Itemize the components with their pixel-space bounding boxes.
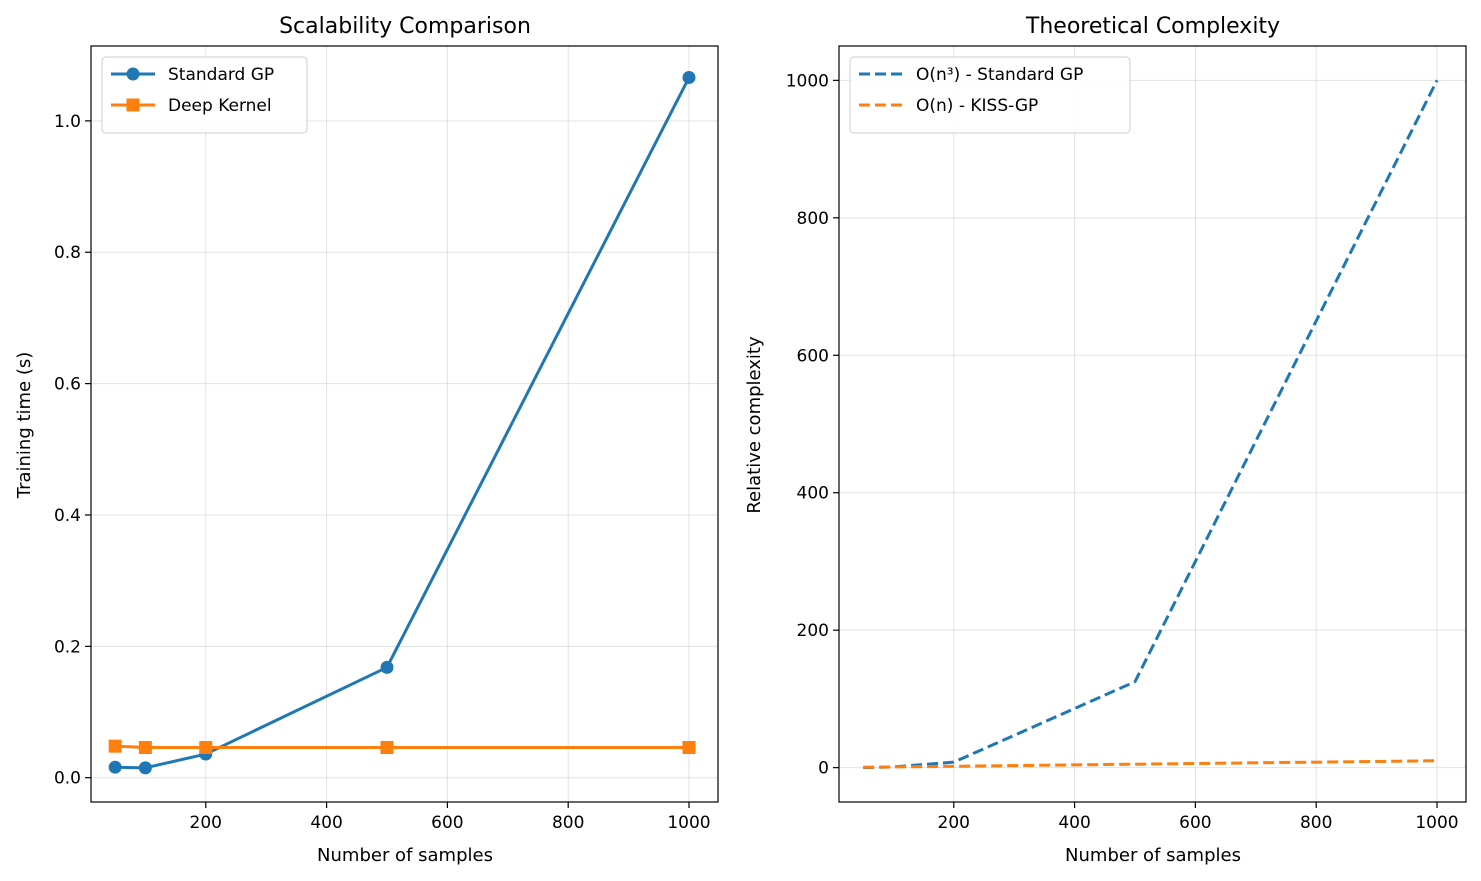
x-axis-label: Number of samples bbox=[317, 845, 493, 866]
y-tick-label: 0.0 bbox=[54, 769, 81, 789]
x-tick-label: 600 bbox=[1179, 813, 1211, 833]
ticks: 200 400 600 800 1000 0.0 0.2 0.4 0.6 0.8 1.0 bbox=[54, 112, 711, 833]
x-tick-label: 600 bbox=[431, 813, 463, 833]
x-tick-label: 1000 bbox=[667, 813, 710, 833]
plot-area bbox=[108, 71, 696, 775]
y-tick-label: 0 bbox=[818, 759, 829, 779]
legend-label: Deep Kernel bbox=[168, 96, 272, 116]
data-point bbox=[682, 71, 696, 85]
y-tick-label: 1.0 bbox=[54, 112, 81, 132]
y-tick-label: 800 bbox=[797, 209, 829, 229]
y-tick-label: 0.4 bbox=[54, 506, 81, 526]
y-tick-label: 400 bbox=[797, 484, 829, 504]
legend-marker bbox=[126, 98, 140, 112]
x-axis-label: Number of samples bbox=[1065, 845, 1241, 866]
data-point bbox=[199, 740, 213, 754]
chart-scalability-comparison: Scalability Comparison Number of samples… bbox=[14, 14, 719, 866]
data-point bbox=[682, 740, 696, 754]
data-point bbox=[380, 740, 394, 754]
x-tick-label: 800 bbox=[1300, 813, 1332, 833]
x-tick-label: 200 bbox=[938, 813, 970, 833]
x-tick-label: 1000 bbox=[1415, 813, 1458, 833]
data-point bbox=[138, 761, 152, 775]
data-point bbox=[138, 740, 152, 754]
grid bbox=[839, 46, 1466, 802]
plot-area bbox=[863, 79, 1439, 770]
x-tick-label: 800 bbox=[552, 813, 584, 833]
ticks: 200 400 600 800 1000 0 200 400 600 800 1000 bbox=[786, 71, 1459, 833]
legend-label: O(n) - KISS-GP bbox=[916, 96, 1038, 116]
series-line bbox=[863, 759, 1438, 769]
legend: Standard GP Deep Kernel bbox=[101, 56, 308, 134]
chart-theoretical-complexity: Theoretical Complexity Number of samples… bbox=[744, 14, 1467, 866]
legend-box bbox=[849, 56, 1131, 134]
chart-title: Scalability Comparison bbox=[279, 14, 531, 39]
data-point bbox=[108, 739, 122, 753]
chart-title: Theoretical Complexity bbox=[1025, 14, 1280, 39]
y-tick-label: 200 bbox=[797, 621, 829, 641]
legend-marker bbox=[126, 67, 140, 81]
axes-frame bbox=[838, 45, 1467, 803]
x-tick-label: 400 bbox=[310, 813, 342, 833]
legend-label: O(n³) - Standard GP bbox=[916, 65, 1083, 85]
x-tick-label: 400 bbox=[1058, 813, 1090, 833]
y-axis-label: Training time (s) bbox=[14, 352, 35, 500]
y-tick-label: 0.6 bbox=[54, 375, 81, 395]
legend: O(n³) - Standard GP O(n) - KISS-GP bbox=[849, 56, 1131, 134]
legend-box bbox=[101, 56, 308, 134]
data-point bbox=[108, 760, 122, 774]
legend-label: Standard GP bbox=[168, 65, 274, 85]
y-tick-label: 1000 bbox=[786, 71, 829, 91]
y-tick-label: 600 bbox=[797, 346, 829, 366]
x-tick-label: 200 bbox=[190, 813, 222, 833]
data-point bbox=[380, 660, 394, 674]
y-axis-label: Relative complexity bbox=[744, 336, 765, 514]
y-tick-label: 0.2 bbox=[54, 637, 81, 657]
y-tick-label: 0.8 bbox=[54, 243, 81, 263]
axes-frame bbox=[90, 45, 719, 803]
grid bbox=[91, 46, 718, 802]
